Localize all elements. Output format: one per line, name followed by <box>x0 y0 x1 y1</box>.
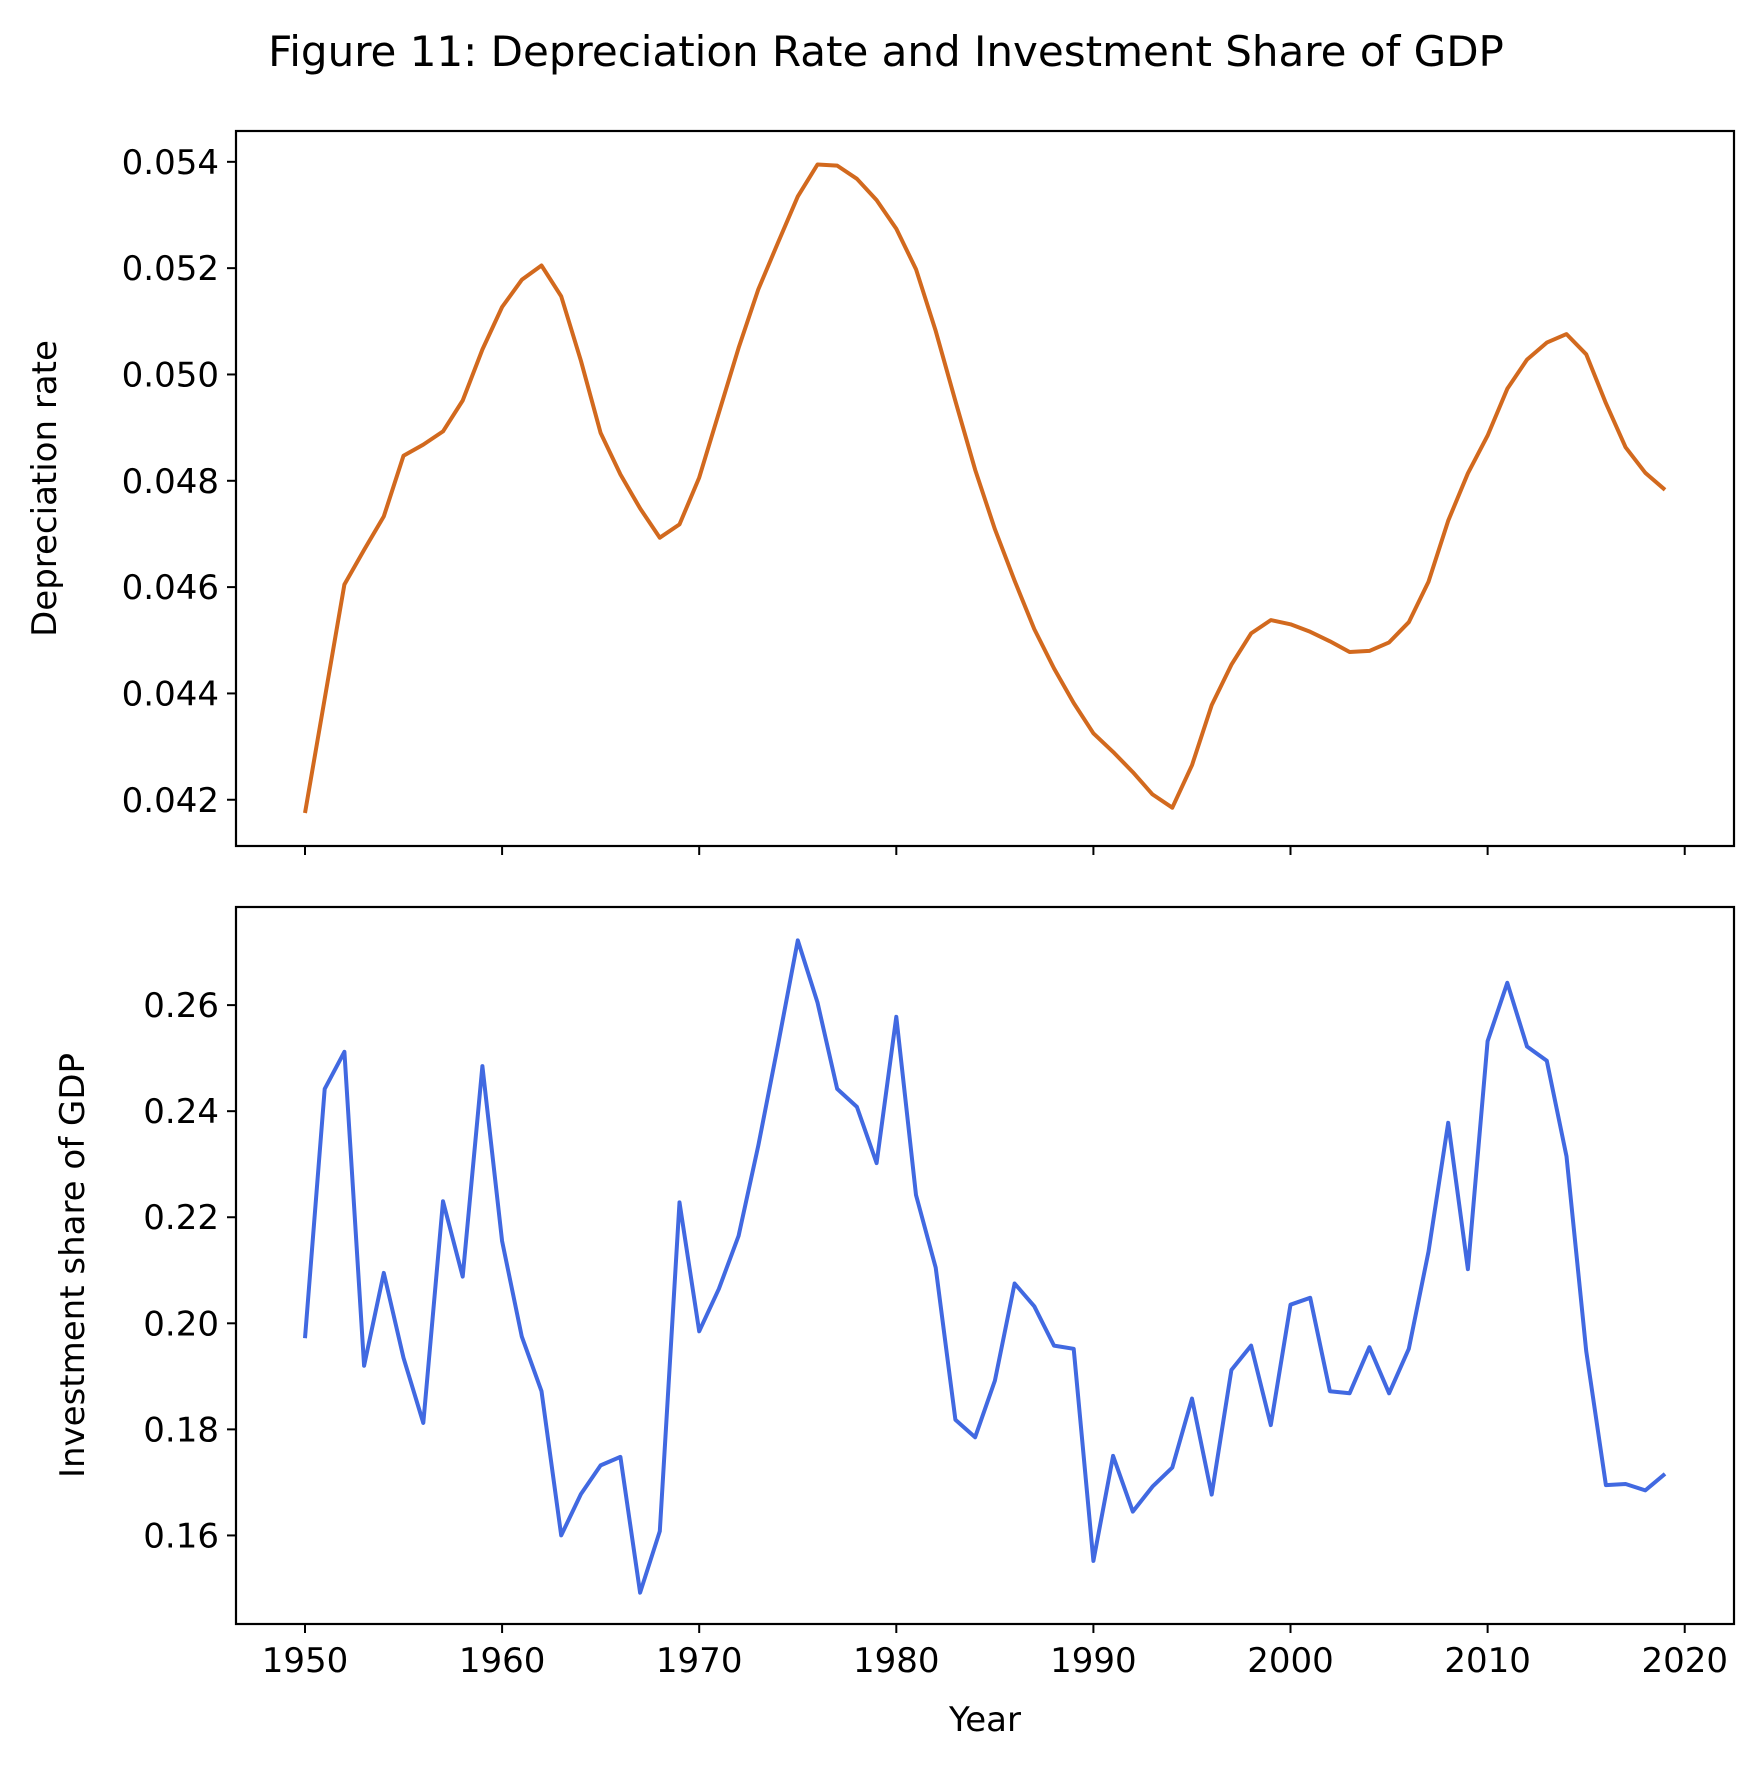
depreciation-axes-frame <box>234 129 1736 848</box>
investment-x-tick-label: 2010 <box>1444 1641 1531 1681</box>
investment-x-tick-label: 2000 <box>1247 1641 1334 1681</box>
investment-y-tick-label: 0.18 <box>143 1410 219 1450</box>
investment-series-line <box>303 938 1667 1595</box>
investment-y-tick-label: 0.24 <box>143 1092 219 1132</box>
investment-y-tick-label: 0.26 <box>143 986 219 1026</box>
depreciation-y-axis-label: Depreciation rate <box>25 340 65 637</box>
investment-axes-frame <box>234 905 1736 1626</box>
depreciation-rate-panel: 0.042 0.044 0.046 0.048 0.050 0.052 0.054 Depre… <box>25 129 1736 855</box>
investment-y-tick-label: 0.22 <box>143 1198 219 1238</box>
depreciation-y-tick-label: 0.054 <box>122 143 219 183</box>
investment-share-panel: 0.16 0.18 0.20 0.22 0.24 0.26 1950 1960 1970 1980… <box>53 905 1736 1740</box>
investment-x-tick-label: 1970 <box>656 1641 743 1681</box>
depreciation-y-tick-label: 0.044 <box>122 674 219 714</box>
investment-y-tick-label: 0.16 <box>143 1516 219 1556</box>
investment-x-tick-label: 2020 <box>1641 1641 1728 1681</box>
figure-title: Figure 11: Depreciation Rate and Investm… <box>268 27 1504 76</box>
depreciation-y-tick-label: 0.042 <box>122 781 219 821</box>
investment-x-tick-label: 1990 <box>1050 1641 1137 1681</box>
depreciation-y-tick-label: 0.048 <box>122 462 219 502</box>
investment-y-tick-label: 0.20 <box>143 1304 219 1344</box>
depreciation-series-line <box>303 162 1667 814</box>
investment-x-tick-label: 1950 <box>262 1641 349 1681</box>
depreciation-y-tick-label: 0.046 <box>122 568 219 608</box>
depreciation-y-tick-label: 0.052 <box>122 249 219 289</box>
investment-x-axis-label: Year <box>948 1700 1021 1740</box>
depreciation-y-tick-label: 0.050 <box>122 355 219 395</box>
investment-x-tick-label: 1980 <box>853 1641 940 1681</box>
investment-y-axis-label: Investment share of GDP <box>53 1053 93 1478</box>
investment-x-tick-label: 1960 <box>459 1641 546 1681</box>
